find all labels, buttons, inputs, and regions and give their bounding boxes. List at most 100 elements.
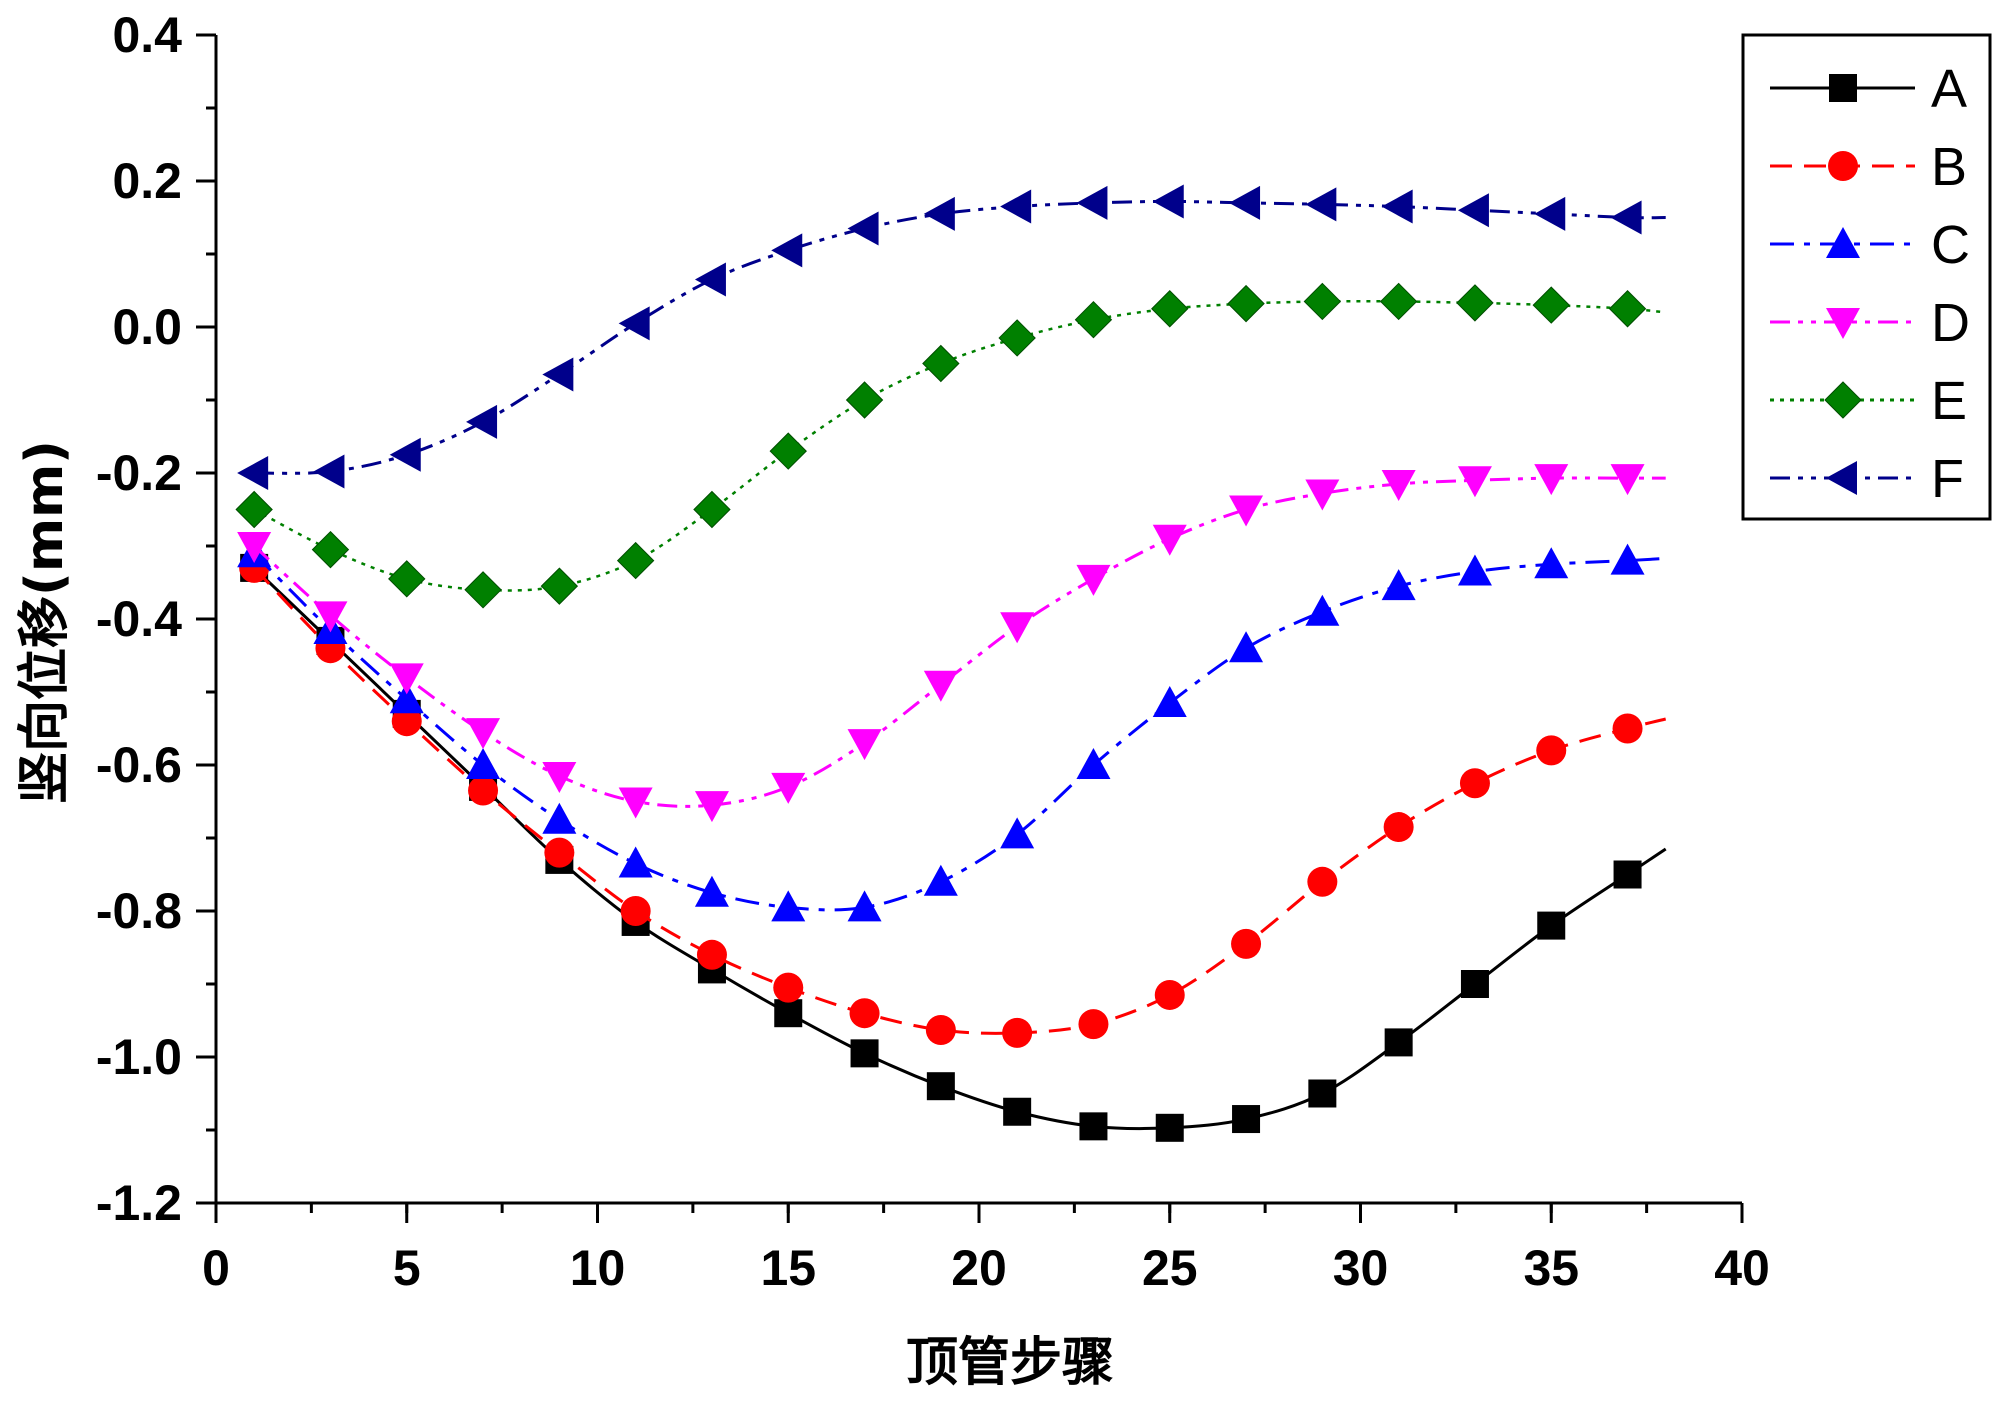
axes: 0.4 0.2 0.0 -0.2 -0.4 -0.6 -0.8 -1.0 -1.2 0 5 10 15 2… [96,7,1770,1296]
y-tick-label: 0.0 [112,299,182,355]
x-axis-title: 顶管步骤 [906,1333,1114,1393]
data-point-A [1613,860,1642,889]
data-point-A [1232,1105,1261,1134]
data-point-C [1305,594,1340,626]
data-point-F [1152,184,1184,219]
legend-label: E [1931,371,1967,431]
data-point-F [466,404,498,439]
y-tick-label: -1.0 [96,1029,182,1085]
data-point-F [313,454,345,489]
data-point-D [923,670,958,702]
y-tick-label: -0.4 [96,591,182,647]
data-point-B [849,998,880,1029]
series-line-B [253,566,1667,1035]
data-point-C [923,864,958,896]
data-point-F [1610,200,1642,235]
x-tick-label: 30 [1333,1240,1389,1296]
y-tick-label: 0.2 [112,153,182,209]
series-line-A [253,566,1667,1131]
data-point-B [1231,928,1262,959]
data-point-A [926,1072,955,1101]
data-point-A [1003,1097,1032,1126]
legend-marker-F [1826,461,1857,495]
data-point-F [923,196,955,231]
data-point-F [237,456,269,490]
data-point-D [1076,564,1111,596]
data-point-F [1534,196,1566,231]
data-point-F [771,233,803,268]
data-point-E [388,560,426,598]
data-point-E [1456,284,1494,322]
legend-item-E: E [1770,371,1967,431]
data-point-D [771,772,806,804]
y-tick-label: 0.4 [112,7,182,63]
data-point-D [313,601,348,633]
data-point-B [1612,713,1643,744]
data-point-B [925,1014,956,1045]
data-point-D [389,663,424,695]
data-point-A [1537,911,1566,940]
data-point-E [998,319,1036,357]
data-point-F [694,262,726,297]
data-point-D [237,532,272,563]
data-point-F [1457,193,1489,228]
legend-marker-E [1824,381,1862,419]
series-F [237,184,1666,490]
data-point-F [1076,185,1108,220]
data-point-E [235,490,273,529]
data-point-E [1151,290,1189,328]
data-point-C [1610,543,1645,575]
data-point-E [311,530,350,569]
data-point-A [1308,1079,1337,1108]
data-point-B [1002,1017,1033,1048]
data-point-E [540,567,579,605]
data-point-D [847,729,882,761]
data-point-A [1384,1028,1413,1057]
series-C [237,536,1666,922]
legend-item-C: C [1770,215,1970,275]
data-point-D [1305,479,1340,511]
data-point-F [1229,185,1261,220]
data-point-E [1303,282,1342,321]
data-point-E [1379,282,1418,321]
data-point-C [847,890,882,922]
legend-item-A: A [1770,59,1967,119]
data-point-B [1383,812,1414,843]
data-point-C [1076,748,1111,779]
data-point-B [544,837,575,868]
data-point-B [391,706,422,737]
data-point-A [1079,1112,1108,1141]
data-point-E [464,571,502,609]
series-A [240,553,1667,1142]
data-point-B [773,972,804,1003]
data-point-C [1381,569,1416,601]
legend-marker-D [1826,308,1860,339]
legend-item-B: B [1770,137,1967,197]
data-point-E [1227,284,1265,323]
legend-label: C [1931,215,1970,275]
data-point-D [542,761,577,793]
x-tick-label: 20 [951,1240,1007,1296]
data-point-B [696,939,727,970]
data-point-C [771,890,806,922]
data-point-B [1307,866,1338,897]
data-point-C [1534,547,1569,579]
data-point-B [468,775,499,806]
data-point-E [693,490,731,529]
y-tick-label: -1.2 [96,1175,182,1231]
data-point-E [616,541,655,580]
data-point-F [1305,187,1337,222]
data-point-D [1610,464,1645,496]
legend-marker-B [1828,151,1858,181]
legend-box [1741,33,1992,521]
data-point-E [1532,286,1570,324]
data-point-C [1152,685,1187,717]
data-point-A [774,999,803,1028]
data-point-D [1457,466,1492,498]
legend-item-F: F [1770,449,1964,509]
data-point-D [1152,524,1187,556]
data-point-D [618,787,653,819]
y-tick-label: -0.2 [96,445,182,501]
y-axis-title: 竖向位移(mm) [15,440,75,804]
